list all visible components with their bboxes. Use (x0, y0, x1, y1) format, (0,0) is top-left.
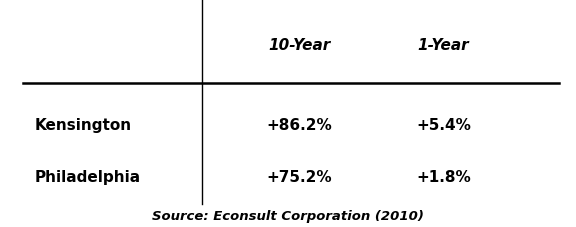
Text: +5.4%: +5.4% (416, 117, 471, 132)
Text: 1-Year: 1-Year (418, 38, 469, 53)
Text: +86.2%: +86.2% (267, 117, 332, 132)
Text: +75.2%: +75.2% (267, 170, 332, 185)
Text: Source: Econsult Corporation (2010): Source: Econsult Corporation (2010) (152, 209, 424, 222)
Text: Philadelphia: Philadelphia (35, 170, 141, 185)
Text: 10-Year: 10-Year (268, 38, 331, 53)
Text: Kensington: Kensington (35, 117, 132, 132)
Text: +1.8%: +1.8% (416, 170, 471, 185)
